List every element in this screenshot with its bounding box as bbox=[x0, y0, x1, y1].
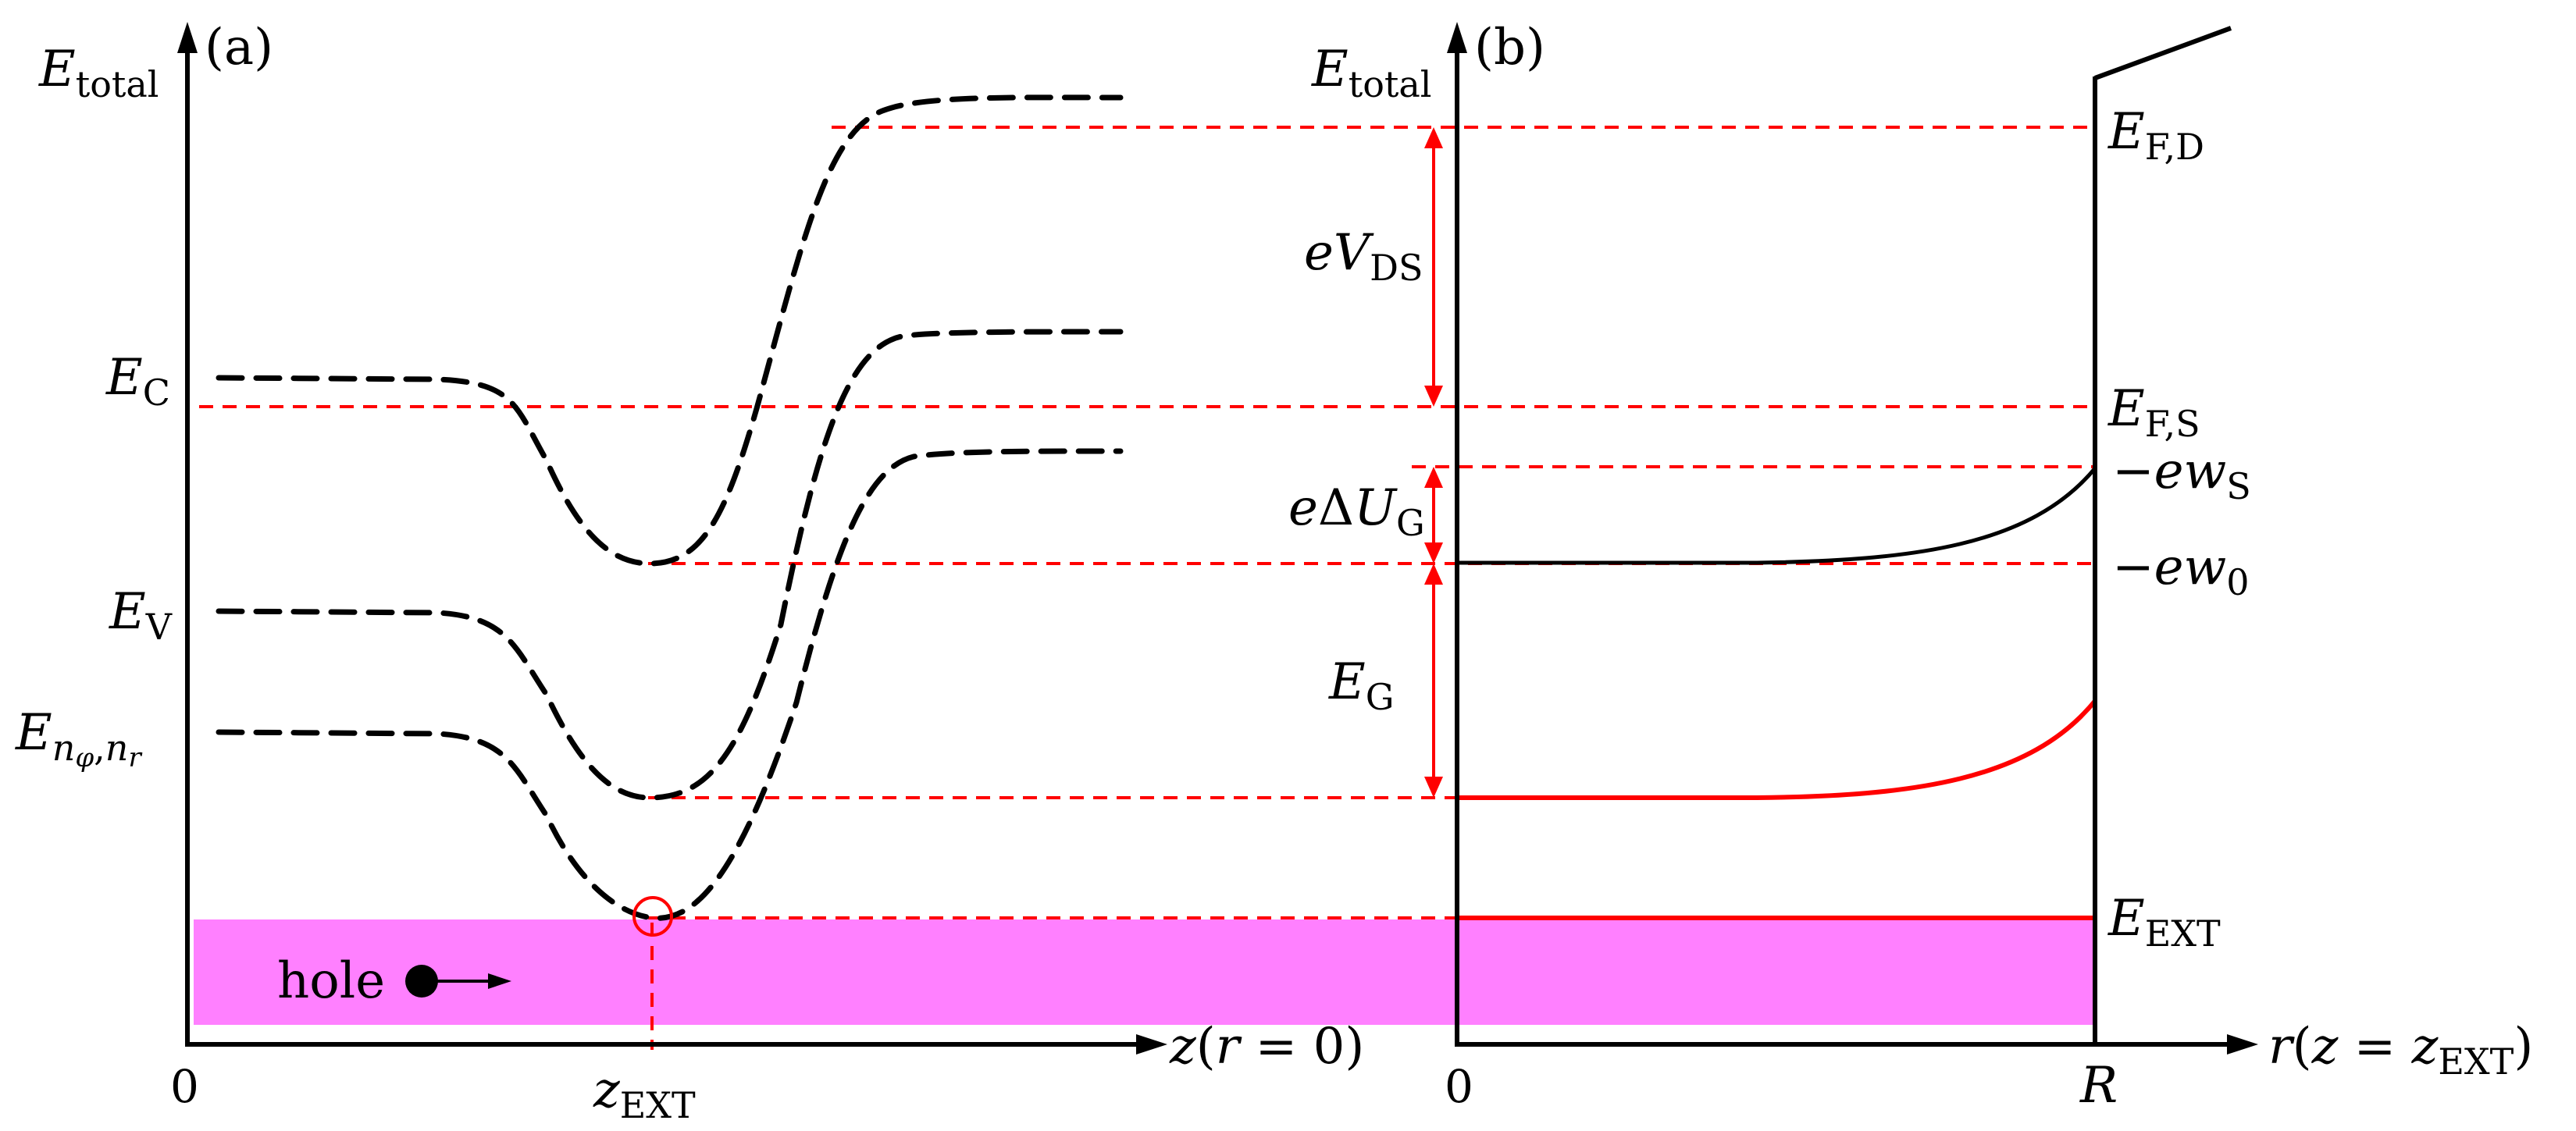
y-axis-b-label: Etotal bbox=[1311, 41, 1432, 105]
subband-level-label: Enφ,nr bbox=[15, 704, 142, 774]
panel-a: (a) Etotal EC EV Enφ,nr hole 0 zEXT z(r … bbox=[15, 19, 2093, 1126]
x-axis-a-label: z(r = 0) bbox=[1169, 1018, 1364, 1076]
eg-arrow-top bbox=[1424, 564, 1443, 585]
efd-label: EF,D bbox=[2107, 103, 2204, 168]
evds-label: eVDS bbox=[1304, 224, 1423, 289]
x-tick-zero-a: 0 bbox=[170, 1060, 199, 1113]
evds-arrow-bottom bbox=[1424, 386, 1443, 407]
x-tick-r: R bbox=[2079, 1057, 2118, 1115]
x-axis-b-arrowhead bbox=[2227, 1034, 2258, 1055]
hole-label: hole bbox=[277, 952, 385, 1010]
axes-b bbox=[1455, 26, 2233, 1047]
evds-arrow-top bbox=[1424, 127, 1443, 148]
x-axis-a-arrowhead bbox=[1136, 1034, 1167, 1055]
zext-circle-marker bbox=[632, 896, 673, 937]
eg-label: EG bbox=[1328, 653, 1394, 718]
hole-band-b bbox=[1457, 919, 2093, 1025]
ew0-label: −ew0 bbox=[2112, 539, 2250, 603]
y-axis-b-arrowhead bbox=[1447, 22, 1467, 53]
x-axis-b-label: r(z = zEXT) bbox=[2268, 1018, 2533, 1083]
x-tick-zext: zEXT bbox=[593, 1062, 696, 1126]
x-tick-zero-b: 0 bbox=[1445, 1060, 1473, 1113]
edug-label: eΔUG bbox=[1288, 479, 1425, 544]
panel-b: (b) Etotal eVDS eΔUG EG EF,D EF,S −ewS −… bbox=[1288, 19, 2533, 1115]
eg-arrow-bottom bbox=[1424, 777, 1443, 798]
gap-arrows bbox=[1424, 127, 1443, 798]
y-axis-a-arrowhead bbox=[177, 22, 198, 53]
panel-b-label: (b) bbox=[1474, 19, 1545, 76]
axes-a bbox=[185, 43, 1144, 1047]
panel-a-label: (a) bbox=[205, 19, 273, 76]
valence-band-curve bbox=[216, 329, 1124, 801]
valence-edge-curve bbox=[1457, 699, 2097, 800]
reference-lines-a bbox=[199, 126, 2093, 1050]
y-axis-a-label: Etotal bbox=[38, 41, 159, 105]
conduction-band-curve bbox=[216, 94, 1124, 567]
edug-arrow-top bbox=[1424, 467, 1443, 488]
ec-label: EC bbox=[105, 349, 170, 414]
edug-arrow-bottom bbox=[1424, 542, 1443, 564]
subband-level-curve bbox=[216, 448, 1124, 921]
hole-band-a bbox=[194, 919, 1457, 1025]
band-curves-a bbox=[216, 94, 1124, 921]
eext-label: EEXT bbox=[2107, 890, 2221, 955]
drain-slope-line bbox=[2093, 26, 2232, 80]
ev-label: EV bbox=[109, 583, 173, 648]
hole-dot bbox=[405, 965, 438, 998]
hole-arrow-head bbox=[488, 973, 511, 989]
efs-label: EF,S bbox=[2107, 380, 2200, 445]
ew-potential-curve bbox=[1457, 467, 2097, 565]
ews-label: −ewS bbox=[2112, 443, 2251, 507]
